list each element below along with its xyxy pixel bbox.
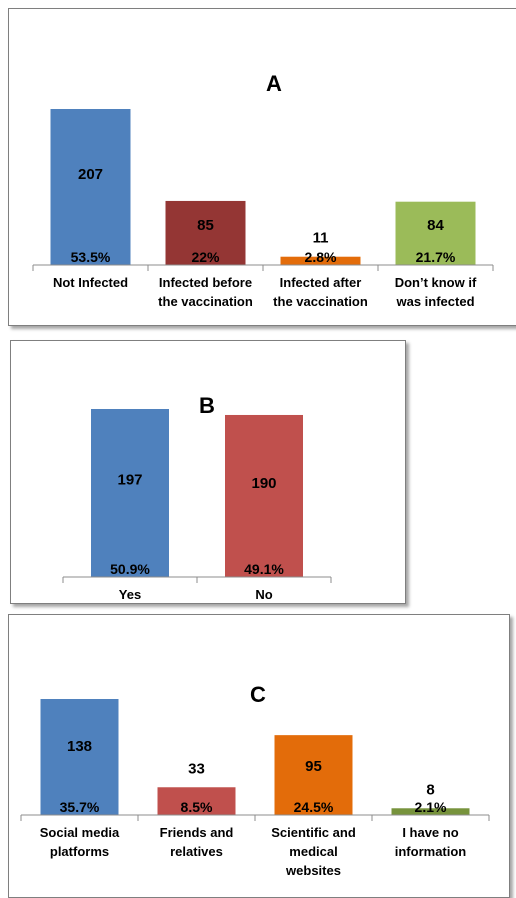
chart-b-bar-1 — [225, 414, 303, 577]
chart-b-percent-label-1: 49.1% — [244, 561, 284, 577]
chart-c-percent-label-3: 2.1% — [415, 799, 447, 815]
chart-c-category-label-1-0: Friends and — [160, 825, 234, 840]
chart-b-bar-0 — [91, 409, 169, 577]
chart-c-count-label-1: 33 — [188, 760, 205, 777]
chart-c-count-label-2: 95 — [305, 758, 322, 775]
chart-c-category-label-3-0: I have no — [402, 825, 458, 840]
chart-c-category-label-2-1: medical — [289, 844, 337, 859]
chart-c-category-label-1-1: relatives — [170, 844, 223, 859]
chart-a-percent-label-0: 53.5% — [71, 249, 111, 265]
chart-a-count-label-3: 84 — [427, 217, 444, 234]
chart-c-bar-0 — [40, 699, 119, 815]
chart-b-svg: B 197 50.9% Yes 190 49.1% No — [62, 393, 332, 602]
chart-c-category-label-0-1: platforms — [50, 844, 109, 859]
chart-a-percent-label-3: 21.7% — [416, 249, 456, 265]
chart-a-category-label-0-0: Not Infected — [53, 275, 128, 290]
chart-c-svg: C 138 35.7% Social media platforms 33 8.5% Frie… — [20, 682, 490, 878]
chart-a-bar-1 — [165, 200, 246, 265]
chart-a-count-label-1: 85 — [197, 217, 214, 234]
chart-a-category-label-2-0: Infected after — [280, 275, 362, 290]
chart-c-bar-3 — [391, 808, 470, 815]
chart-a-category-label-3-0: Don’t know if — [395, 275, 477, 290]
chart-b-category-label-0-0: Yes — [119, 587, 141, 602]
chart-c-category-label-2-0: Scientific and — [271, 825, 356, 840]
chart-c-percent-label-2: 24.5% — [294, 799, 334, 815]
chart-b-category-label-1-0: No — [255, 587, 272, 602]
chart-a-percent-label-1: 22% — [191, 249, 220, 265]
chart-panel-a: A 207 53.5% Not Infected 85 22% Infected befor… — [8, 8, 516, 326]
chart-c-count-label-3: 8 — [426, 781, 434, 798]
chart-a-bar-2 — [280, 256, 361, 265]
chart-b-title: B — [199, 393, 215, 418]
chart-c-category-label-0-0: Social media — [40, 825, 120, 840]
chart-a-category-label-2-1: the vaccination — [273, 294, 368, 309]
chart-a-category-label-1-0: Infected before — [159, 275, 252, 290]
chart-a-bar-0 — [50, 109, 131, 265]
chart-c-percent-label-0: 35.7% — [60, 799, 100, 815]
chart-c-count-label-0: 138 — [67, 738, 92, 755]
chart-c-category-label-3-1: information — [395, 844, 467, 859]
chart-a-percent-label-2: 2.8% — [305, 249, 337, 265]
chart-b-percent-label-0: 50.9% — [110, 561, 150, 577]
chart-a-category-label-1-1: the vaccination — [158, 294, 253, 309]
chart-a-title: A — [266, 71, 282, 96]
chart-c-category-label-2-2: websites — [285, 863, 341, 878]
chart-a-category-label-3-1: was infected — [395, 294, 474, 309]
chart-c-title: C — [250, 682, 266, 707]
chart-c-bar-2 — [274, 735, 353, 815]
chart-a-svg: A 207 53.5% Not Infected 85 22% Infected befor… — [32, 71, 494, 309]
chart-a-bar-3 — [395, 201, 476, 265]
chart-b-count-label-1: 190 — [251, 475, 276, 492]
chart-b-count-label-0: 197 — [117, 472, 142, 489]
chart-panel-c: C 138 35.7% Social media platforms 33 8.5% Frie… — [8, 614, 510, 898]
chart-a-count-label-0: 207 — [78, 166, 103, 183]
chart-c-percent-label-1: 8.5% — [181, 799, 213, 815]
chart-panel-b: B 197 50.9% Yes 190 49.1% No — [10, 340, 406, 604]
chart-a-count-label-2: 11 — [313, 230, 329, 247]
chart-c-bar-1 — [157, 787, 236, 815]
